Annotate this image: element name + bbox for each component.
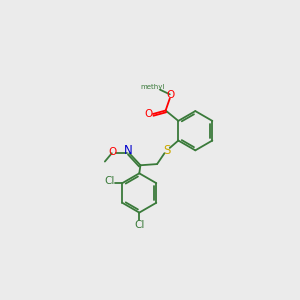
Text: Cl: Cl: [105, 176, 115, 186]
Text: O: O: [108, 147, 116, 157]
Text: O: O: [145, 109, 153, 118]
Text: methyl: methyl: [140, 84, 165, 90]
Text: S: S: [163, 144, 170, 157]
Text: Cl: Cl: [134, 220, 145, 230]
Text: O: O: [166, 90, 175, 100]
Text: N: N: [124, 144, 133, 157]
